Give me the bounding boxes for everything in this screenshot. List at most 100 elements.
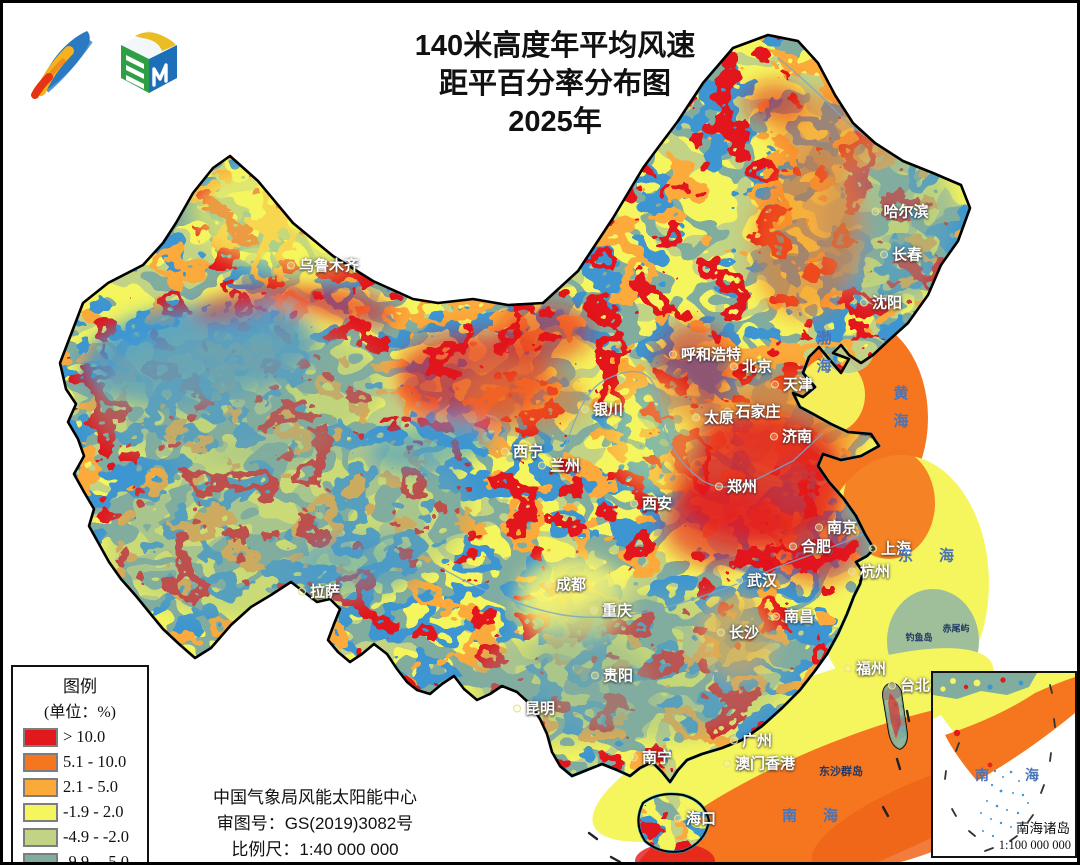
- city-name: 拉萨: [309, 583, 341, 601]
- city-name: 贵阳: [602, 667, 634, 685]
- city-marker-icon: [859, 298, 868, 306]
- city-label: 兰州: [537, 455, 581, 476]
- city-name: 郑州: [726, 478, 758, 496]
- city-name: 北京: [741, 358, 773, 376]
- legend-unit: (单位：%): [44, 704, 116, 721]
- city-marker-icon: [629, 499, 638, 507]
- city-name: 乌鲁木齐: [298, 257, 360, 275]
- legend-swatch: [23, 752, 58, 772]
- city-marker-icon: [879, 250, 888, 258]
- city-label: 福州: [843, 658, 887, 679]
- city-name: 南昌: [783, 608, 815, 626]
- city-label: 哈尔滨: [871, 201, 929, 222]
- city-name: 太原: [703, 409, 735, 427]
- city-marker-icon: [589, 606, 598, 614]
- city-marker-icon: [500, 447, 509, 455]
- city-name: 西宁: [512, 443, 544, 461]
- city-marker-icon: [512, 704, 521, 712]
- city-name: 济南: [781, 428, 813, 446]
- city-label: 上海: [868, 538, 912, 559]
- city-label: 呼和浩特: [668, 344, 742, 365]
- city-marker-icon: [537, 461, 546, 469]
- inset-red-spot-2: [987, 762, 993, 768]
- cma-wind-solar-brush-logo: [31, 31, 93, 99]
- logo-group: [23, 25, 185, 105]
- city-marker-icon: [714, 482, 723, 490]
- city-label: 澳门香港: [722, 753, 796, 774]
- city-label: 太原: [691, 407, 735, 428]
- city-label: 沈阳: [859, 292, 903, 313]
- legend-label: 2.1 - 5.0: [63, 777, 118, 796]
- city-label: 南宁: [629, 747, 672, 768]
- sea-label: 南海: [781, 808, 865, 825]
- inset-land-speckle: [940, 677, 1024, 692]
- city-label: 石家庄: [723, 401, 781, 422]
- inset-scale-label: 1:100 000 000: [998, 838, 1071, 852]
- map-title: 140米高度年平均风速 距平百分率分布图 2025年: [415, 27, 695, 141]
- island-label: 钓鱼岛: [905, 632, 933, 643]
- city-marker-icon: [673, 814, 682, 822]
- em-cube-logo: [121, 30, 177, 93]
- city-name: 福州: [855, 660, 887, 678]
- legend-swatch: [23, 727, 58, 747]
- inset-islands-dots: [980, 769, 1029, 838]
- city-marker-icon: [868, 544, 877, 552]
- city-marker-icon: [590, 671, 599, 679]
- city-marker-icon: [770, 380, 779, 388]
- legend-swatch: [23, 777, 58, 797]
- city-label: 北京: [729, 356, 773, 377]
- sea-label: 东海: [897, 548, 981, 565]
- city-marker-icon: [543, 580, 552, 588]
- city-name: 武汉: [746, 572, 778, 590]
- inset-nine-dash-line: [944, 684, 1056, 852]
- inset-orange-band: [945, 677, 1075, 781]
- city-marker-icon: [722, 759, 731, 767]
- city-label: 济南: [769, 426, 813, 447]
- scale-line: 比例尺：1:40 000 000: [231, 840, 399, 859]
- city-name: 哈尔滨: [883, 203, 929, 221]
- legend-label: 5.1 - 10.0: [63, 752, 127, 771]
- legend-swatch: [23, 852, 58, 862]
- legend-box: 图例 (单位：%) > 10.0 5.1 - 10.0 2.1 - 5.0 -1.9 …: [11, 665, 149, 865]
- producer-line: 中国气象局风能太阳能中心: [213, 788, 417, 807]
- city-marker-icon: [734, 576, 743, 584]
- legend-row: -9.9 - -5.0: [23, 852, 147, 865]
- city-name: 澳门香港: [734, 755, 796, 773]
- city-name: 天津: [782, 376, 814, 394]
- city-name: 上海: [880, 540, 912, 558]
- city-name: 沈阳: [871, 294, 903, 312]
- legend-label: -9.9 - -5.0: [63, 852, 129, 865]
- city-marker-icon: [668, 350, 677, 358]
- city-label: 南京: [814, 517, 857, 538]
- city-name: 兰州: [549, 457, 581, 475]
- city-name: 杭州: [859, 563, 891, 581]
- city-label: 成都: [543, 574, 586, 595]
- city-marker-icon: [297, 587, 306, 595]
- city-marker-icon: [729, 736, 738, 744]
- city-name: 呼和浩特: [680, 346, 742, 364]
- city-name: 台北: [899, 677, 931, 695]
- legend-row: 2.1 - 5.0: [23, 777, 147, 797]
- city-name: 石家庄: [735, 403, 781, 421]
- city-label: 海口: [673, 808, 716, 829]
- city-label: 杭州: [847, 561, 891, 582]
- inset-red-spot: [953, 729, 961, 737]
- map-footer: 中国气象局风能太阳能中心 审图号：GS(2019)3082号 比例尺：1:40 …: [213, 785, 417, 862]
- city-marker-icon: [843, 664, 852, 672]
- city-label: 重庆: [589, 600, 632, 621]
- city-marker-icon: [691, 413, 700, 421]
- city-marker-icon: [788, 542, 797, 550]
- island-label: 东沙群岛: [819, 766, 863, 778]
- south-china-sea-inset: 南海 南海诸岛 1:100 000 000: [931, 671, 1077, 858]
- city-name: 长春: [891, 246, 923, 264]
- sea-label: 黄海: [891, 385, 908, 441]
- legend-items: > 10.0 5.1 - 10.0 2.1 - 5.0 -1.9 - 2.0 -4.9 …: [13, 727, 147, 865]
- inset-land-strip: [933, 673, 1037, 699]
- ecs-orange-patch: [843, 447, 935, 559]
- taiwan-red-ridge: [888, 693, 901, 739]
- city-marker-icon: [723, 407, 732, 415]
- title-line-2: 距平百分率分布图: [438, 68, 672, 100]
- legend-label: -4.9 - -2.0: [63, 827, 129, 846]
- city-label: 银川: [580, 399, 623, 420]
